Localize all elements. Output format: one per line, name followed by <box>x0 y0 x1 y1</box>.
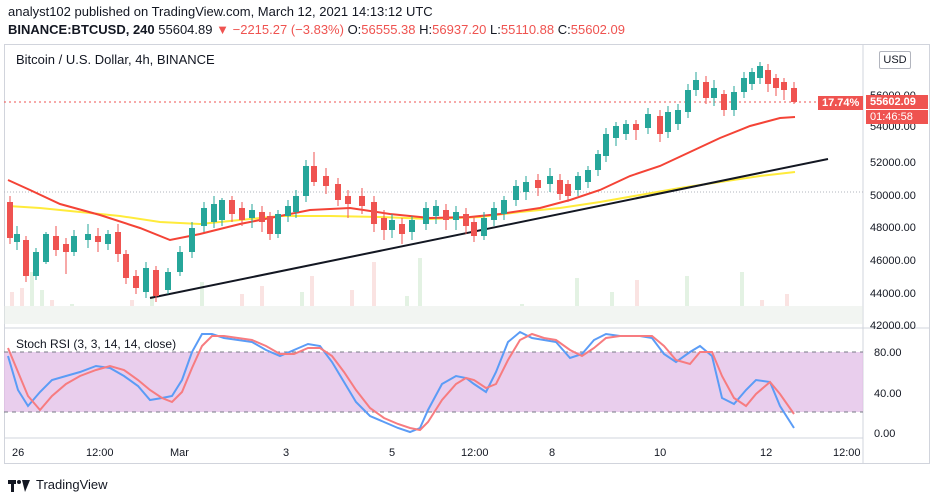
price-tick: 54000.00 <box>870 121 916 133</box>
percent-badge: 17.74% <box>818 96 864 110</box>
price-axis[interactable]: 56000.00 54000.00 52000.00 50000.00 4800… <box>870 90 916 332</box>
low-label: L: <box>490 22 501 37</box>
open-label: O: <box>347 22 362 37</box>
high-label: H: <box>419 22 433 37</box>
price-tick: 52000.00 <box>870 157 916 169</box>
ohlc-line: BINANCE:BTCUSD, 240 55604.89 ▼ −2215.27 … <box>8 22 625 37</box>
close-label: C: <box>557 22 571 37</box>
time-tick: 8 <box>549 447 555 459</box>
publish-line: analyst102 published on TradingView.com,… <box>8 4 433 19</box>
currency-button[interactable]: USD <box>879 51 911 69</box>
price-tick: 48000.00 <box>870 222 916 234</box>
stoch-tick: 0.00 <box>874 428 895 440</box>
price-tick: 42000.00 <box>870 320 916 332</box>
ema-red <box>7 116 796 242</box>
down-arrow-icon: ▼ <box>216 22 229 37</box>
time-tick: 3 <box>283 447 289 459</box>
time-tick: 12:00 <box>833 447 861 459</box>
time-tick: Mar <box>170 447 189 459</box>
symbol: BINANCE:BTCUSD, 240 <box>8 22 155 37</box>
chart-frame <box>4 44 930 464</box>
stoch-tick: 80.00 <box>874 347 902 359</box>
time-tick: 26 <box>12 447 24 459</box>
footer: TradingView <box>8 477 108 492</box>
stoch-tick: 40.00 <box>874 388 902 400</box>
countdown-badge: 01:46:58 <box>866 110 928 124</box>
time-tick: 5 <box>389 447 395 459</box>
volume-bars <box>4 258 863 324</box>
stoch-rsi-title[interactable]: Stoch RSI (3, 3, 14, 14, close) <box>16 337 177 351</box>
price-tick: 44000.00 <box>870 288 916 300</box>
time-tick: 12:00 <box>461 447 489 459</box>
stoch-axis[interactable]: 80.00 40.00 0.00 <box>874 347 902 440</box>
high-value: 56937.20 <box>432 22 487 37</box>
time-axis[interactable]: 26 12:00 Mar 3 5 12:00 8 10 12 12:00 <box>12 447 861 459</box>
time-tick: 12:00 <box>86 447 114 459</box>
tradingview-logo-icon <box>8 479 30 492</box>
candlesticks <box>7 62 797 302</box>
price-change: −2215.27 (−3.83%) <box>232 22 344 37</box>
price-tick: 50000.00 <box>870 190 916 202</box>
current-price-badge: 55602.09 <box>866 95 928 109</box>
stoch-band <box>4 352 863 412</box>
low-value: 55110.88 <box>500 22 555 37</box>
stoch-k-line <box>7 330 795 434</box>
support-trendline[interactable] <box>149 158 829 299</box>
stoch-d-line <box>7 332 795 432</box>
chart-title: Bitcoin / U.S. Dollar, 4h, BINANCE <box>16 52 215 67</box>
close-value: 55602.09 <box>570 22 625 37</box>
time-tick: 10 <box>654 447 666 459</box>
open-value: 56555.38 <box>361 22 416 37</box>
ema-yellow <box>7 171 796 226</box>
price-tick: 46000.00 <box>870 255 916 267</box>
last-price: 55604.89 <box>158 22 213 37</box>
footer-brand[interactable]: TradingView <box>36 477 108 492</box>
time-tick: 12 <box>760 447 772 459</box>
